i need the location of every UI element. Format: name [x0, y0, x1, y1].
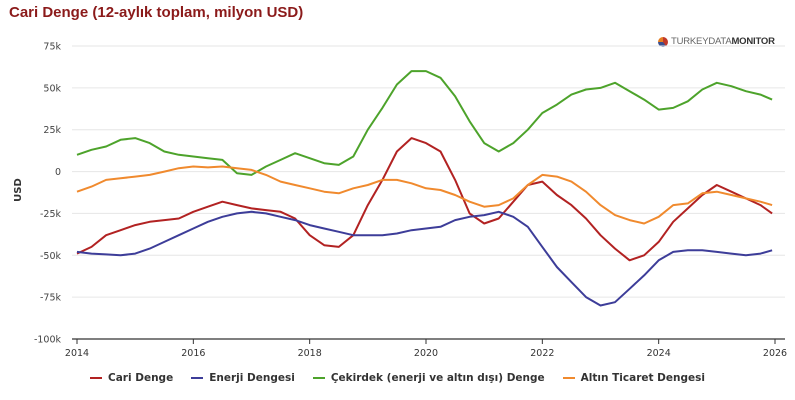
legend-label: Altın Ticaret Dengesi: [580, 372, 705, 384]
legend-item[interactable]: Çekirdek (enerji ve altın dışı) Denge: [312, 372, 545, 384]
grid-lines: [72, 45, 785, 340]
legend-label: Enerji Dengesi: [209, 372, 295, 384]
legend-swatch: [312, 377, 325, 379]
y-tick-label: -25k: [40, 209, 62, 220]
x-tick-label: 2026: [763, 348, 787, 359]
legend-item[interactable]: Enerji Dengesi: [191, 372, 295, 384]
legend-swatch: [562, 377, 575, 379]
legend-item[interactable]: Cari Denge: [90, 372, 173, 384]
legend: Cari Denge Enerji Dengesi Çekirdek (enerji…: [0, 372, 795, 384]
y-axis-ticks: 75k 50k 25k 0 -25k -50k -75k -100k: [34, 42, 62, 346]
series-line-0[interactable]: [76, 137, 773, 262]
x-axis-ticks: 2014 2016 2018 2020 2022 2024 2026: [65, 339, 787, 359]
chart-title: Cari Denge (12-aylık toplam, milyon USD): [9, 4, 304, 21]
x-tick-label: 2016: [181, 348, 205, 359]
y-tick-label: 50k: [43, 83, 61, 94]
x-tick-label: 2022: [530, 348, 554, 359]
y-tick-label: -75k: [40, 293, 62, 304]
y-tick-label: -50k: [40, 251, 62, 262]
brand-logo: TURKEYDATA MONITOR: [658, 36, 775, 47]
series-line-3[interactable]: [76, 165, 773, 225]
y-tick-label: 75k: [43, 42, 61, 53]
legend-item[interactable]: Altın Ticaret Dengesi: [562, 372, 705, 384]
y-tick-label: -100k: [34, 335, 62, 346]
legend-swatch: [191, 377, 204, 379]
legend-label: Cari Denge: [108, 372, 174, 384]
series-lines: [76, 70, 773, 307]
y-axis-label: USD: [13, 178, 24, 202]
series-line-2[interactable]: [76, 70, 773, 176]
legend-swatch: [90, 377, 103, 379]
globe-icon: [658, 36, 668, 47]
series-line-1[interactable]: [76, 210, 773, 307]
x-tick-label: 2020: [414, 348, 438, 359]
y-tick-label: 0: [55, 167, 61, 178]
x-tick-label: 2024: [647, 348, 671, 359]
brand-text-light: TURKEYDATA: [671, 36, 732, 47]
x-tick-label: 2014: [65, 348, 89, 359]
x-tick-label: 2018: [298, 348, 322, 359]
y-tick-label: 25k: [43, 125, 61, 136]
brand-text-bold: MONITOR: [731, 36, 775, 47]
legend-label: Çekirdek (enerji ve altın dışı) Denge: [330, 372, 545, 384]
